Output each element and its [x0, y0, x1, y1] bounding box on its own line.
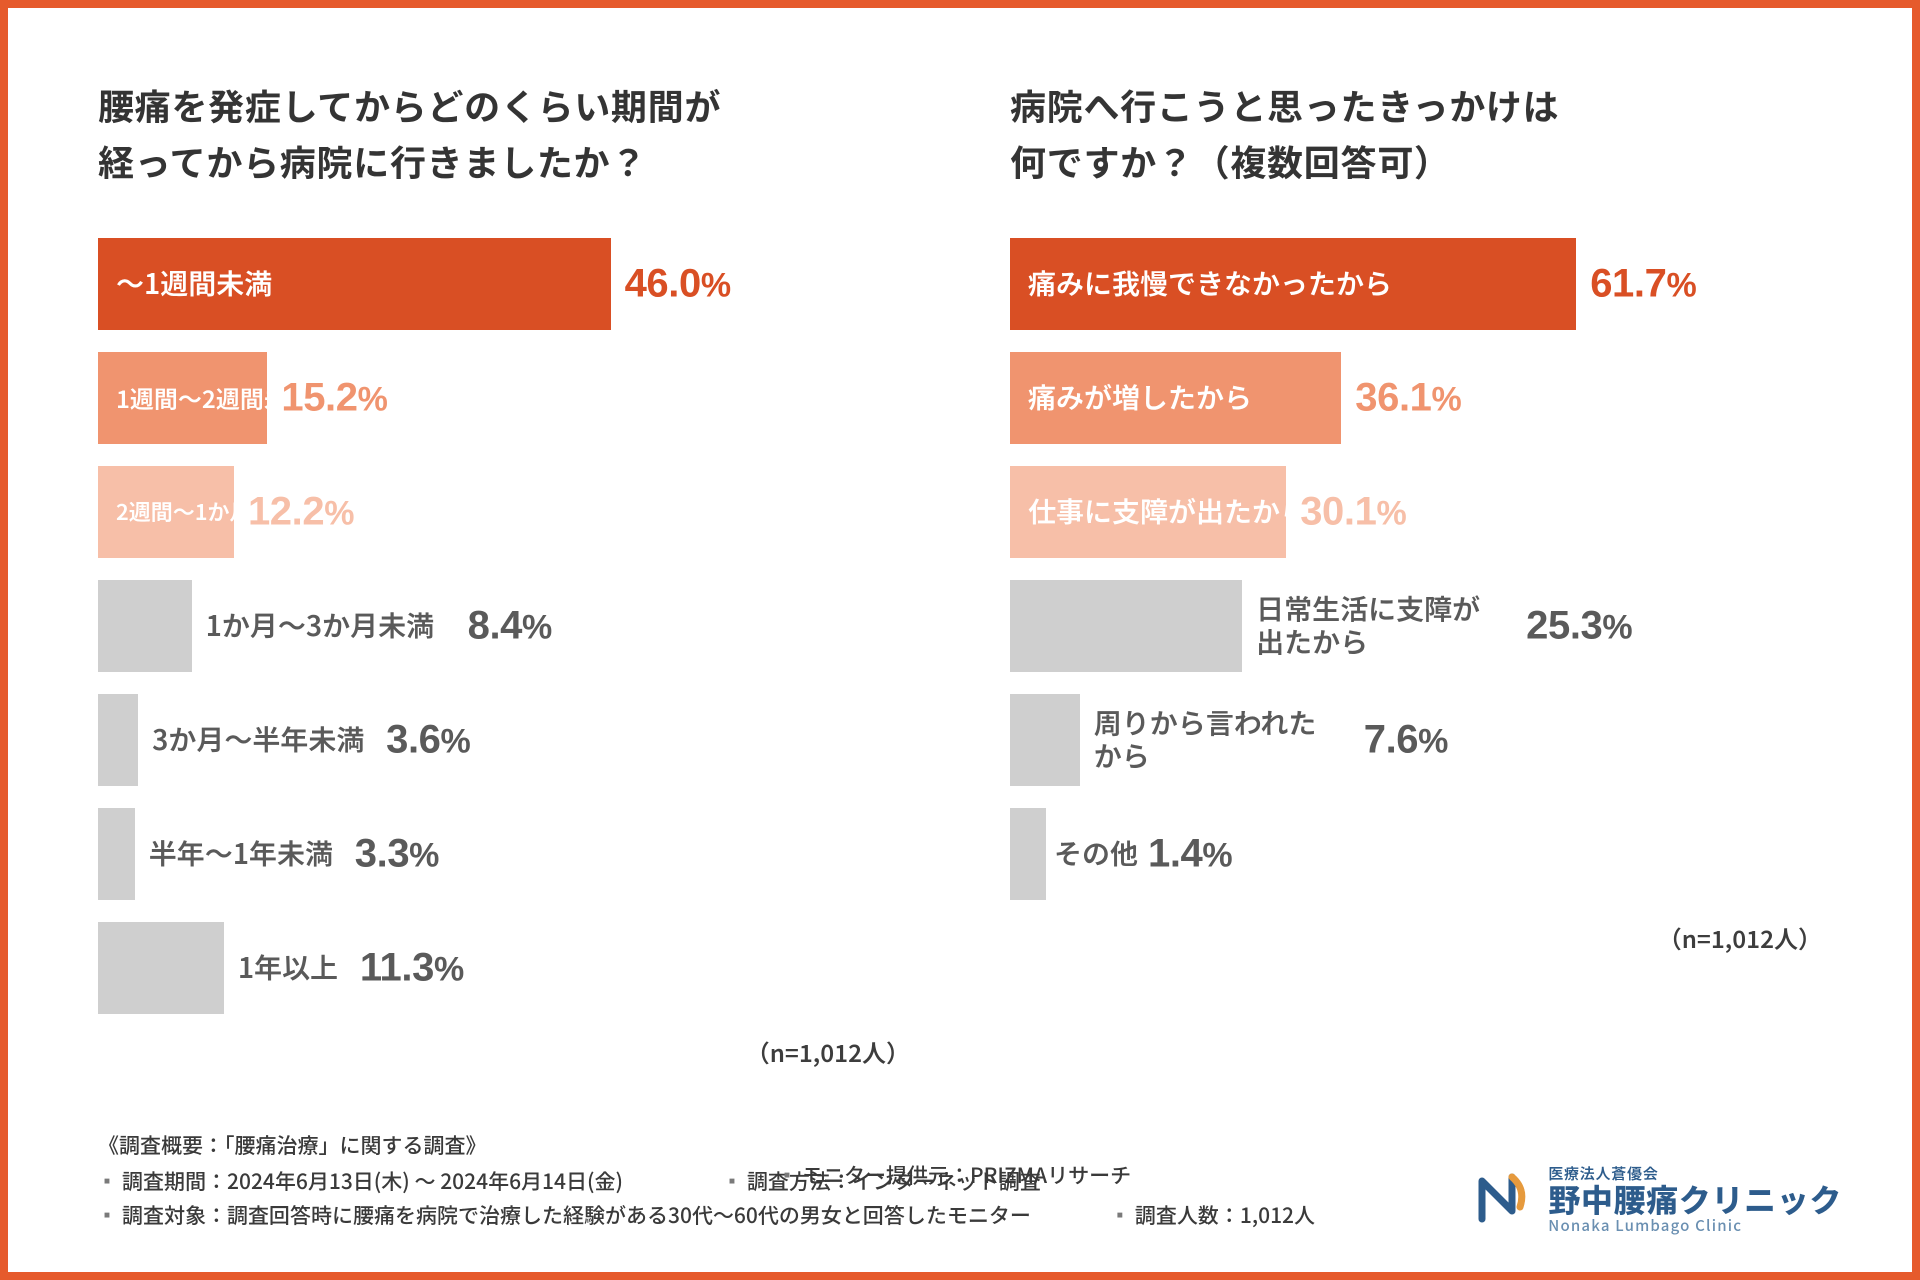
bar-label: 1年以上 [238, 951, 338, 985]
bar-label: その他 [1054, 837, 1138, 871]
chart-right: 病院へ行こうと思ったきっかけは何ですか？（複数回答可） 痛みに我慢できなかったか… [1010, 78, 1822, 1069]
bar-value: 15.2% [281, 375, 387, 420]
bar-value: 25.3% [1526, 603, 1632, 648]
bar [98, 922, 224, 1014]
footer-count: 調査人数：1,012人 [1111, 1200, 1315, 1230]
logo-en: Nonaka Lumbago Clinic [1548, 1218, 1842, 1235]
bar-row: 半年～1年未満 3.3% [98, 808, 910, 900]
bar: ～1週間未満 [98, 238, 611, 330]
bar [1010, 580, 1242, 672]
bar-row: 2週間～1か月未満 12.2% [98, 466, 910, 558]
bar-label: 痛みが増したから [1028, 380, 1252, 415]
footer-period: 調査期間：2024年6月13日(木) ～ 2024年6月14日(金) [98, 1166, 623, 1196]
bar-row: 日常生活に支障が出たから25.3% [1010, 580, 1822, 672]
bar [98, 808, 135, 900]
chart-left-title: 腰痛を発症してからどのくらい期間が経ってから病院に行きましたか？ [98, 78, 910, 190]
bar-row: その他 1.4% [1010, 808, 1822, 900]
logo-main: 野中腰痛クリニック [1548, 1182, 1842, 1217]
chart-left-bars: ～1週間未満 46.0% 1週間～2週間未満 15.2% 2週間～1か月未満 12.2% 1… [98, 238, 910, 1014]
bar-value: 11.3% [360, 945, 464, 990]
bar-row: 1年以上 11.3% [98, 922, 910, 1014]
bar-label: 3か月～半年未満 [152, 723, 364, 757]
bar-value: 30.1% [1300, 489, 1406, 534]
bar: 2週間～1か月未満 [98, 466, 234, 558]
logo-mark-icon [1472, 1169, 1534, 1231]
bar-label: 1か月～3か月未満 [206, 609, 434, 643]
bar: 痛みに我慢できなかったから [1010, 238, 1576, 330]
bar-row: ～1週間未満 46.0% [98, 238, 910, 330]
bar-label: 日常生活に支障が出たから [1256, 592, 1516, 659]
bar-label: ～1週間未満 [116, 266, 272, 301]
bar-row: 1か月～3か月未満 8.4% [98, 580, 910, 672]
chart-right-title: 病院へ行こうと思ったきっかけは何ですか？（複数回答可） [1010, 78, 1822, 190]
bar [98, 580, 192, 672]
bar [98, 694, 138, 786]
chart-left: 腰痛を発症してからどのくらい期間が経ってから病院に行きましたか？ ～1週間未満 4… [98, 78, 910, 1069]
bar-row: 周りから言われたから7.6% [1010, 694, 1822, 786]
clinic-logo: 医療法人蒼優会 野中腰痛クリニック Nonaka Lumbago Clinic [1472, 1166, 1842, 1234]
bar-value: 3.3% [355, 831, 439, 876]
bar-label: 痛みに我慢できなかったから [1028, 266, 1392, 301]
bar-value: 46.0% [625, 261, 731, 306]
bar-value: 61.7% [1590, 261, 1696, 306]
infographic-frame: 腰痛を発症してからどのくらい期間が経ってから病院に行きましたか？ ～1週間未満 4… [0, 0, 1920, 1280]
chart-right-bars: 痛みに我慢できなかったから 61.7% 痛みが増したから 36.1% 仕事に支障が出たか… [1010, 238, 1822, 900]
chart-right-sample: （n=1,012人） [1010, 920, 1822, 955]
bar-value: 1.4% [1148, 831, 1232, 876]
footer-monitor: モニター提供元：PRIZMAリサーチ [778, 1160, 1131, 1190]
bar-row: 仕事に支障が出たから30.1% [1010, 466, 1822, 558]
bar: 痛みが増したから [1010, 352, 1341, 444]
bar-value: 8.4% [468, 603, 552, 648]
bar-row: 1週間～2週間未満 15.2% [98, 352, 910, 444]
bar-value: 12.2% [248, 489, 354, 534]
bar-value: 3.6% [386, 717, 470, 762]
bar: 仕事に支障が出たから [1010, 466, 1286, 558]
footer-overview: 《調査概要：「腰痛治療」に関する調査》 [98, 1130, 1822, 1160]
bar-row: 痛みに我慢できなかったから 61.7% [1010, 238, 1822, 330]
bar-row: 痛みが増したから 36.1% [1010, 352, 1822, 444]
bar-value: 7.6% [1364, 717, 1448, 762]
footer-target: 調査対象：調査回答時に腰痛を病院で治療した経験がある30代～60代の男女と回答し… [98, 1200, 1031, 1230]
bar-row: 3か月～半年未満 3.6% [98, 694, 910, 786]
bar-label: 仕事に支障が出たから [1028, 494, 1308, 529]
chart-left-sample: （n=1,012人） [98, 1034, 910, 1069]
bar-label: 周りから言われたから [1094, 706, 1354, 773]
bar [1010, 808, 1046, 900]
bar-value: 36.1% [1355, 375, 1461, 420]
bar [1010, 694, 1080, 786]
bar-label: 半年～1年未満 [149, 837, 333, 871]
bar: 1週間～2週間未満 [98, 352, 267, 444]
